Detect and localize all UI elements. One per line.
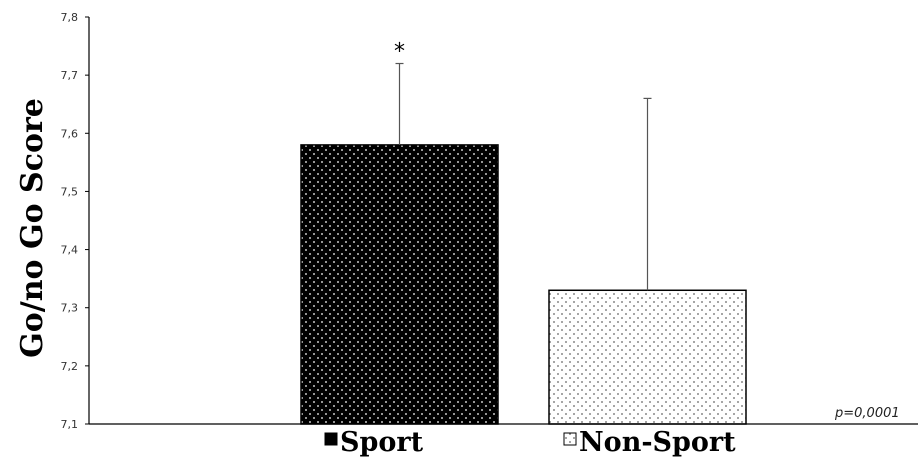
y-axis-ticks: 7,1 7,2 7,3 7,4 7,5 7,6 7,7 7,8 — [61, 11, 89, 431]
significance-marker: * — [394, 40, 405, 65]
y-axis-title: Go/no Go Score — [15, 98, 50, 358]
legend-swatch-sport — [324, 432, 338, 446]
bar-sport — [300, 144, 499, 425]
legend: Sport Non-Sport — [324, 427, 736, 458]
y-tick-label: 7,6 — [61, 127, 79, 140]
legend-label-non-sport: Non-Sport — [579, 427, 736, 458]
y-tick-label: 7,7 — [61, 69, 79, 82]
bar-non-sport — [548, 289, 747, 425]
legend-swatch-non-sport — [563, 432, 577, 446]
error-bars — [395, 62, 652, 291]
y-tick-label: 7,4 — [61, 244, 79, 257]
legend-label-sport: Sport — [340, 427, 424, 458]
y-tick-label: 7,2 — [61, 360, 79, 373]
bars — [300, 144, 747, 425]
p-value-annotation: p=0,0001 — [834, 406, 900, 421]
y-tick-label: 7,8 — [61, 11, 79, 24]
y-tick-label: 7,3 — [61, 302, 79, 315]
y-tick-label: 7,1 — [61, 418, 79, 431]
y-tick-label: 7,5 — [61, 185, 79, 198]
